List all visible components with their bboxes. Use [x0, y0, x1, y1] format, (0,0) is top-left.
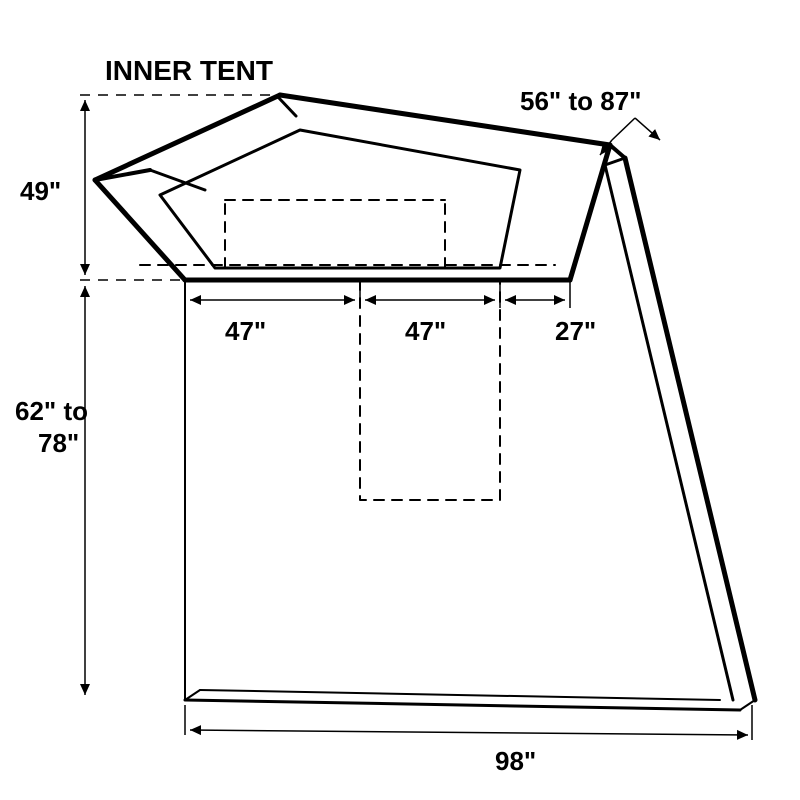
dim-98: 98"	[495, 746, 536, 776]
dim-62-78-line2: 78"	[38, 428, 79, 458]
dim-47b: 47"	[405, 316, 446, 346]
ladder-edge-inner	[605, 165, 733, 700]
dash-window	[225, 200, 445, 268]
ladder-edge-outer	[625, 158, 755, 700]
dim-ladder: 56" to 87"	[520, 86, 641, 116]
roof-left	[95, 95, 280, 180]
tent-body	[95, 95, 625, 280]
dash-door	[360, 280, 500, 500]
annex-ground	[185, 700, 740, 710]
dimensions	[80, 95, 752, 740]
annex	[185, 158, 755, 710]
labels: INNER TENT 49" 62" to 78" 47" 47" 27" 98…	[15, 55, 641, 776]
tent-diagram: INNER TENT 49" 62" to 78" 47" 47" 27" 98…	[0, 0, 800, 800]
dim-47a: 47"	[225, 316, 266, 346]
dim-62-78-line1: 62" to	[15, 396, 88, 426]
roof-right-tip	[610, 145, 625, 158]
title-label: INNER TENT	[105, 55, 273, 86]
dim-27: 27"	[555, 316, 596, 346]
dim-49: 49"	[20, 176, 61, 206]
